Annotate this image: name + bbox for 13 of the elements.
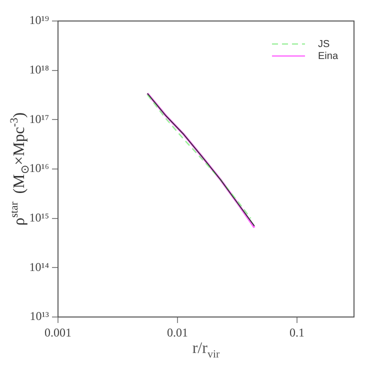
y-tick-label: 10¹³ [30, 309, 50, 324]
legend-label: JS [318, 38, 330, 50]
x-tick-label: 0.1 [289, 325, 304, 340]
x-tick-label: 0.001 [44, 325, 72, 340]
y-tick-label: 10¹⁷ [29, 112, 49, 126]
y-tick-label: 10¹⁴ [29, 260, 49, 274]
y-tick-label: 10¹⁵ [29, 210, 49, 224]
y-tick-label: 10¹⁸ [29, 62, 49, 76]
y-tick-label: 10¹⁶ [29, 161, 49, 176]
x-tick-label: 0.01 [166, 325, 188, 340]
y-axis-title: ρstar (M⊙×Mpc-3) [8, 112, 32, 226]
y-tick-label: 10¹⁹ [29, 13, 49, 28]
legend-label: Eina [318, 50, 338, 62]
